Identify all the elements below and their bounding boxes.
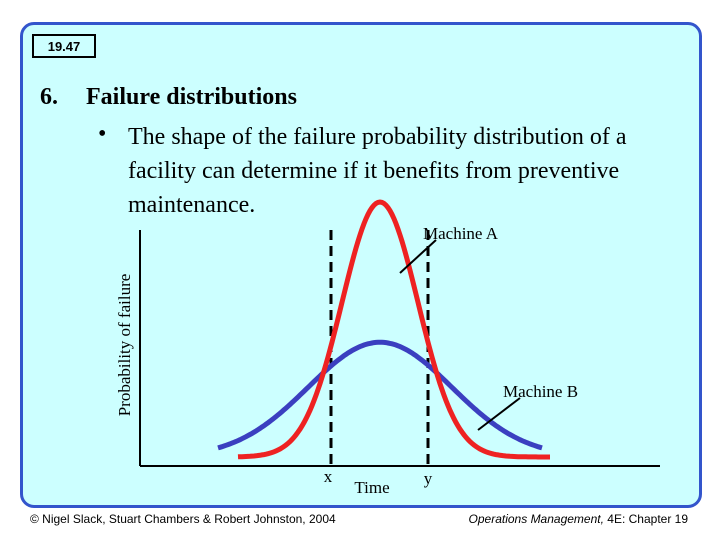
slide-number-badge: 19.47 [32, 34, 96, 58]
x-axis-label: Time [354, 478, 389, 497]
footer-source: Operations Management, 4E: Chapter 19 [469, 512, 688, 526]
marker-y-label: y [424, 469, 433, 488]
legend-machine-b: Machine B [503, 382, 578, 401]
legend-machine-a: Machine A [423, 224, 499, 243]
bullet-dot: • [98, 121, 107, 147]
callout-machine-b [477, 397, 521, 431]
footer-book-title: Operations Management, [468, 512, 608, 526]
slide-panel [20, 22, 702, 508]
series-machine-b [217, 339, 543, 451]
slide-heading: 6. Failure distributions [40, 84, 297, 111]
heading-text: Failure distributions [86, 84, 297, 110]
slide-number: 19.47 [47, 38, 81, 54]
series-machine-a [237, 199, 550, 460]
footer-copyright: © Nigel Slack, Stuart Chambers & Robert … [30, 512, 336, 526]
y-axis-label: Probability of failure [115, 274, 134, 417]
footer-chapter: 4E: Chapter 19 [607, 512, 688, 526]
callout-machine-a [399, 239, 437, 274]
bullet-text: The shape of the failure probability dis… [128, 124, 627, 218]
heading-number: 6. [40, 84, 58, 110]
marker-x-label: x [324, 467, 333, 486]
